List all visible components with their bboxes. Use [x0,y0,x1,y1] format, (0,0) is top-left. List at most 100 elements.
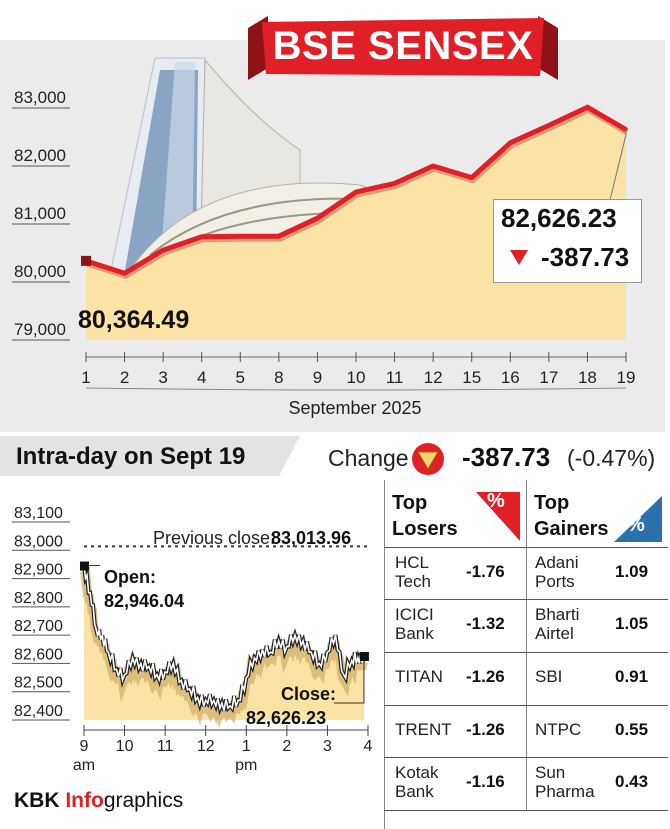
losers-header-bottom: Losers [392,518,458,540]
gainers-header-top: Top [534,492,570,514]
previous-close-value: 83,013.96 [271,528,352,548]
change-down-icon [412,443,444,475]
open-value: 82,946.04 [104,591,185,611]
top_losers-name: Kotak Bank [395,763,439,801]
x-tick-label: 10 [116,738,134,755]
y-tick-label: 83,000 [14,533,63,550]
intraday-line [83,565,365,712]
end-value-box [493,199,642,283]
top_gainers-value: 1.05 [615,614,649,633]
x-tick-label: 12 [197,738,215,755]
x-tick-label: 17 [539,368,558,387]
x-tick-label: 12 [424,368,443,387]
down-triangle-icon [510,250,528,265]
x-tick-label: 16 [501,368,520,387]
losers-badge-icon [476,492,520,541]
area-fill [86,107,626,340]
credit-part-3: graphics [103,789,184,812]
intraday-header-label: Intra-day on Sept 19 [16,443,246,470]
top_gainers-name: NTPC [535,720,582,739]
data-point [470,176,474,180]
data-point [508,141,512,145]
row-divider [384,652,668,653]
top_losers-value: -1.26 [466,720,505,739]
previous-close-label: Previous close: [153,528,276,548]
credit-part-1: KBK [14,789,66,812]
x-tick-label: 1 [242,738,251,755]
month-bracket [85,387,627,391]
top_gainers-name: Bharti Airtel [535,605,580,643]
data-point [585,105,589,109]
top_losers-name: HCL Tech [395,553,431,591]
y-tick-label: 82,000 [14,146,66,165]
top_losers-value: -1.26 [466,667,505,686]
close-marker [359,652,369,662]
x-tick-label: 19 [617,368,636,387]
row-divider [384,810,668,811]
data-point [431,164,435,168]
top_losers-value: -1.32 [466,614,505,633]
x-tick-label: am [73,757,95,774]
x-tick-label: 5 [236,368,245,387]
y-tick-label: 82,800 [14,590,63,607]
y-tick-label: 82,900 [14,562,63,579]
open-marker [80,561,89,571]
top_losers-name: ICICI Bank [395,605,434,643]
x-tick-label: 10 [347,368,366,387]
title-banner [248,16,558,80]
x-tick-label: 4 [364,738,373,755]
y-tick-label: 82,500 [14,675,63,692]
x-tick-label: pm [235,757,257,774]
x-tick-label: 11 [157,738,174,755]
x-tick-label: 9 [313,368,322,387]
losers-header-top: Top [392,492,428,514]
close-callout-line [334,661,365,704]
x-tick-label: 2 [282,738,291,755]
top_losers-name: TRENT [395,720,452,739]
data-point [277,234,281,238]
intraday-chart: 83,100 83,000 82,900 82,800 82,700 82,600 82,5… [12,505,373,774]
row-divider [384,547,668,548]
start-marker [81,255,91,266]
x-axis-title: September 2025 [288,398,422,418]
row-divider [384,599,668,600]
top_gainers-name: SBI [535,667,563,686]
gainers-header-bottom: Gainers [534,518,609,540]
y-tick-label: 79,000 [14,320,66,339]
change-label: Change [328,445,409,471]
top_gainers-value: 0.91 [615,667,649,686]
x-tick-label: 3 [323,738,332,755]
credit: KBK Infographics [14,789,183,813]
x-tick-label: 15 [462,368,481,387]
top_gainers-name: Adani Ports [535,553,579,591]
x-tick-label: 11 [386,368,404,387]
y-tick-label: 83,000 [14,88,66,107]
y-tick-label: 83,100 [14,505,63,522]
data-point [161,248,165,252]
change-value: -387.73 [462,442,551,472]
movers-table-divider [526,480,527,810]
end-change-label: -387.73 [541,242,630,272]
data-point [123,271,127,275]
top_losers-name: TITAN [395,667,443,686]
data-point [354,190,358,194]
gainers-badge-icon [614,496,662,542]
x-tick-label: 9 [80,738,89,755]
chart-title: BSE SENSEX [272,24,534,68]
y-tick-label: 80,000 [14,262,66,281]
top_gainers-value: 0.55 [615,720,649,739]
data-point [393,181,397,185]
start-value-label: 80,364.49 [78,306,190,334]
intraday-header-bar [0,436,300,476]
change-percent: (-0.47%) [567,445,656,471]
top_losers-value: -1.16 [466,772,505,791]
x-tick-label: 3 [158,368,167,387]
top_gainers-value: 1.09 [615,562,649,581]
y-tick-label: 82,700 [14,618,63,635]
x-tick-label: 2 [120,368,129,387]
losers-badge-label: % [487,490,505,512]
row-divider [384,757,668,758]
y-tick-label: 82,400 [14,703,63,720]
data-point [238,234,242,238]
data-point [200,235,204,239]
